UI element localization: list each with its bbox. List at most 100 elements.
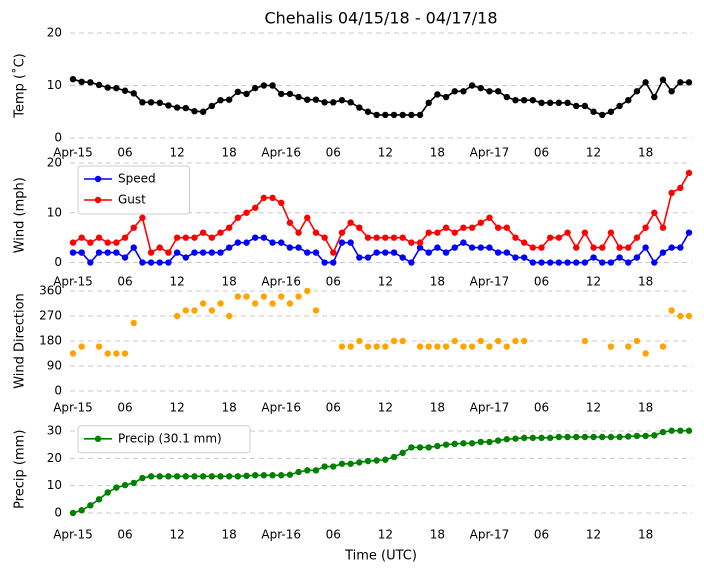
data-point <box>104 239 111 246</box>
data-point <box>520 434 528 442</box>
data-point <box>225 244 233 251</box>
data-point <box>304 96 311 103</box>
data-point <box>87 259 94 266</box>
data-point <box>451 244 458 251</box>
data-point <box>338 97 346 104</box>
data-point <box>87 79 94 86</box>
x-tick-label: 12 <box>586 275 601 289</box>
data-point <box>373 457 380 464</box>
x-tick-label: Apr-17 <box>470 146 510 160</box>
data-point <box>347 99 354 106</box>
data-point <box>399 337 406 345</box>
x-tick-label: 06 <box>326 275 341 289</box>
data-point <box>512 97 519 104</box>
data-point <box>625 343 632 350</box>
data-point <box>373 343 380 350</box>
x-tick-label: Apr-16 <box>261 275 301 289</box>
data-point <box>373 234 380 241</box>
data-point <box>304 467 311 474</box>
data-point <box>434 229 441 236</box>
x-axis-label: Time (UTC) <box>344 549 417 564</box>
data-point <box>538 434 545 442</box>
data-point <box>494 88 502 95</box>
data-point <box>408 444 415 451</box>
data-point <box>625 244 632 251</box>
data-point <box>217 97 224 104</box>
data-point <box>121 481 129 489</box>
data-point <box>668 189 675 197</box>
data-point <box>156 99 163 107</box>
data-point <box>182 104 189 112</box>
x-tick-label: 06 <box>326 401 341 415</box>
legend-marker <box>94 435 102 442</box>
data-point <box>338 460 346 467</box>
data-point <box>538 259 545 266</box>
data-point <box>269 239 276 246</box>
data-point <box>373 249 380 256</box>
data-point <box>173 104 181 111</box>
data-point <box>356 224 363 231</box>
data-point <box>295 468 302 476</box>
y-tick-label: 10 <box>47 478 62 492</box>
data-point <box>399 254 406 261</box>
data-point <box>529 259 537 266</box>
data-point <box>182 234 189 241</box>
data-point <box>208 234 216 241</box>
data-point <box>477 438 484 446</box>
data-point <box>87 502 94 509</box>
data-point <box>390 337 398 345</box>
data-point <box>356 104 363 111</box>
data-point <box>651 432 658 439</box>
data-point <box>199 473 207 480</box>
data-point <box>217 300 224 307</box>
data-point <box>434 343 441 350</box>
data-point <box>113 350 120 357</box>
x-tick-label: Apr-15 <box>53 146 93 160</box>
y-tick-label: 270 <box>39 309 62 323</box>
data-point <box>538 99 545 107</box>
data-point <box>382 456 389 463</box>
data-point <box>199 108 207 115</box>
x-tick-label: 06 <box>117 146 132 160</box>
data-point <box>442 441 450 448</box>
data-point <box>599 433 606 441</box>
data-point <box>338 229 346 236</box>
x-tick-label: Apr-16 <box>261 528 301 542</box>
data-point <box>286 90 294 98</box>
x-tick-label: 18 <box>430 528 445 542</box>
data-point <box>208 249 216 256</box>
data-point <box>503 343 511 350</box>
data-point <box>607 259 615 266</box>
data-point <box>269 300 276 307</box>
data-point <box>425 249 432 256</box>
x-tick-label: 18 <box>430 401 445 415</box>
x-tick-label: 06 <box>534 401 549 415</box>
data-point <box>677 312 684 320</box>
data-point <box>139 259 146 266</box>
data-point <box>668 88 675 95</box>
data-point <box>147 99 155 106</box>
data-point <box>390 111 398 119</box>
data-point <box>633 337 641 345</box>
data-point <box>208 307 216 314</box>
data-point <box>616 102 623 110</box>
data-point <box>468 440 476 447</box>
data-point <box>139 214 146 221</box>
data-point <box>494 437 502 444</box>
data-point <box>451 229 458 236</box>
data-point <box>278 90 285 98</box>
data-point <box>234 88 242 96</box>
data-point <box>130 90 137 97</box>
data-point <box>191 473 198 480</box>
legend-marker <box>94 196 102 204</box>
data-point <box>633 432 641 440</box>
data-point <box>408 259 415 266</box>
data-point <box>512 337 519 345</box>
data-point <box>312 249 320 256</box>
data-point <box>191 108 198 115</box>
data-point <box>243 239 250 246</box>
data-point <box>642 244 649 251</box>
data-point <box>460 440 467 447</box>
x-tick-label: 12 <box>586 401 601 415</box>
data-point <box>382 111 389 119</box>
